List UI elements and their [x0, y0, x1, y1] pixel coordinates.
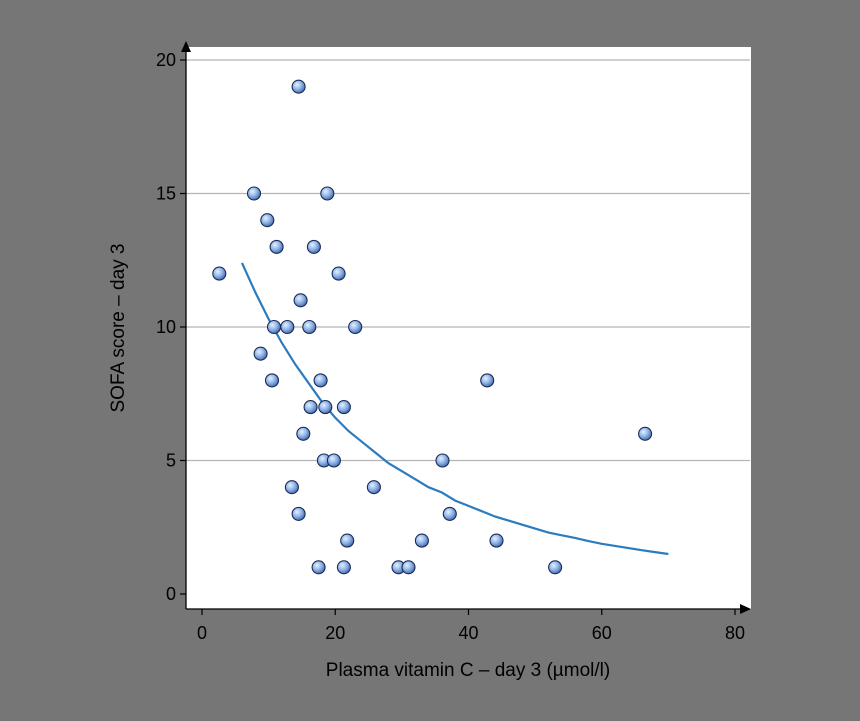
fit-curve-group	[240, 262, 669, 556]
data-point-33	[336, 560, 351, 575]
data-point-32	[311, 560, 326, 575]
data-point-8	[293, 293, 308, 308]
data-point-29	[340, 533, 355, 548]
y-axis-label: SOFA score – day 3	[108, 244, 129, 413]
data-point-18	[318, 400, 333, 415]
x-tick-label-40: 40	[458, 623, 478, 643]
x-axis-arrow	[740, 604, 751, 614]
x-tick-label-60: 60	[592, 623, 612, 643]
data-point-27	[291, 506, 306, 521]
data-point-28	[442, 506, 457, 521]
tick-labels: 0 5 10 15 20 0 20 40 60 80	[156, 50, 745, 643]
fit-curve	[240, 262, 669, 556]
data-point-19	[336, 400, 351, 415]
data-point-25	[284, 480, 299, 495]
y-tick-label-5: 5	[166, 451, 176, 471]
y-tick-label-20: 20	[156, 50, 176, 70]
y-tick-label-0: 0	[166, 584, 176, 604]
data-point-30	[414, 533, 429, 548]
data-point-35	[401, 560, 416, 575]
x-tick-label-0: 0	[197, 623, 207, 643]
data-point-3	[260, 213, 275, 228]
data-point-1	[246, 186, 262, 201]
data-point-31	[489, 533, 504, 548]
data-point-7	[331, 266, 346, 281]
data-point-16	[480, 373, 495, 388]
axes	[180, 41, 751, 615]
y-axis-arrow	[181, 41, 191, 52]
data-point-24	[435, 453, 450, 468]
data-point-9	[266, 319, 282, 335]
data-point-20	[296, 426, 311, 441]
data-point-26	[366, 480, 381, 495]
data-point-4	[269, 239, 284, 254]
data-point-15	[313, 373, 328, 388]
data-point-17	[303, 400, 318, 415]
data-point-11	[302, 319, 317, 335]
x-tick-label-80: 80	[725, 623, 745, 643]
data-point-36	[548, 560, 563, 575]
data-point-14	[264, 373, 280, 388]
data-point-2	[320, 186, 335, 201]
data-point-23	[326, 453, 341, 468]
y-tick-label-10: 10	[156, 317, 176, 337]
x-axis-label: Plasma vitamin C – day 3 (µmol/l)	[326, 660, 610, 681]
x-tick-label-20: 20	[325, 623, 345, 643]
y-tick-label-15: 15	[156, 184, 176, 204]
data-point-5	[306, 239, 321, 254]
data-point-12	[348, 319, 363, 335]
data-point-21	[638, 426, 653, 441]
data-points	[212, 79, 653, 575]
data-point-6	[212, 266, 227, 281]
data-point-13	[253, 346, 268, 361]
data-point-0	[291, 79, 306, 94]
data-point-10	[280, 319, 295, 335]
